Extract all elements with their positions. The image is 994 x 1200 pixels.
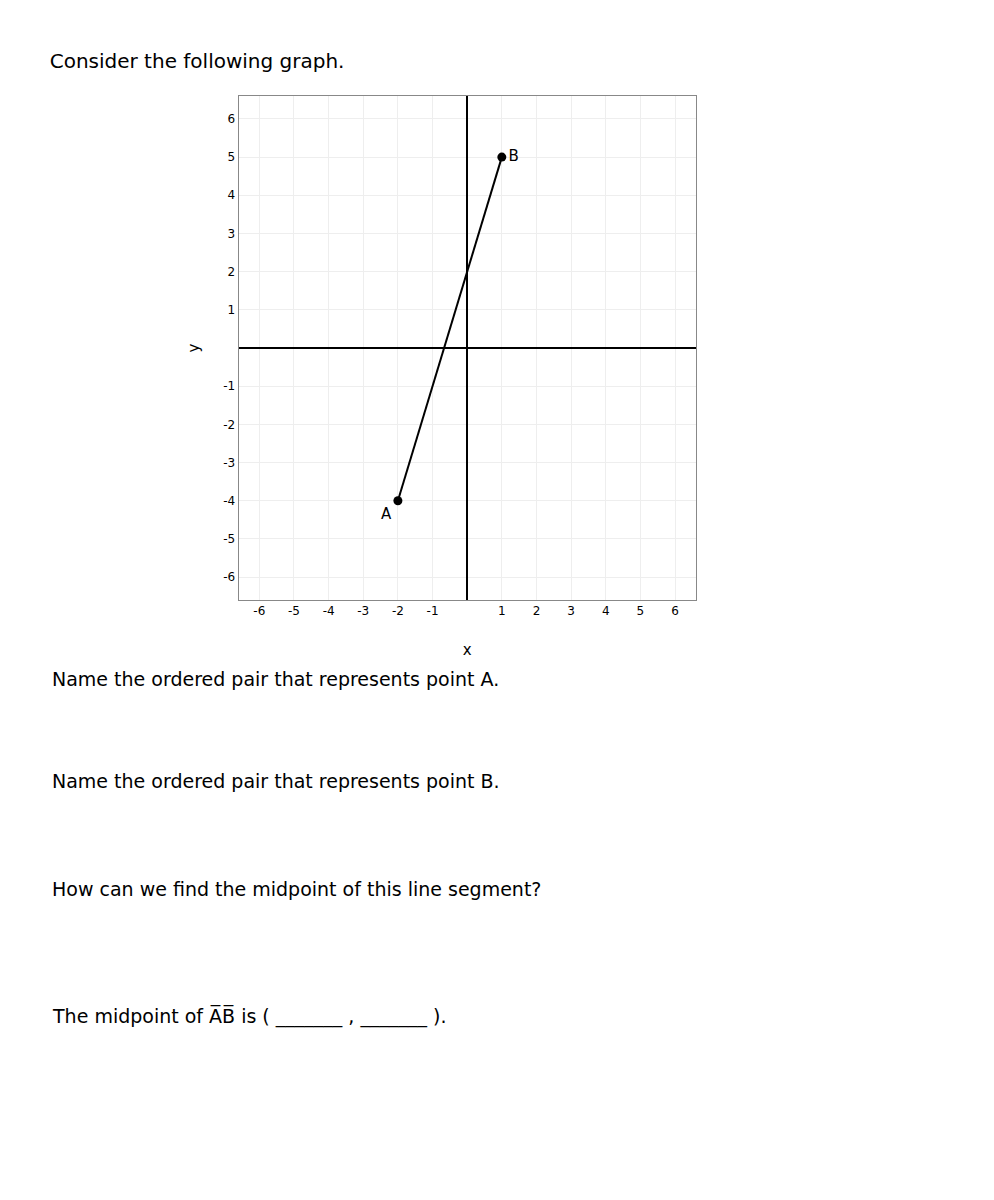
svg-text:y: y bbox=[185, 343, 203, 352]
svg-text:-2: -2 bbox=[223, 418, 235, 432]
svg-text:-3: -3 bbox=[357, 604, 369, 618]
svg-text:1: 1 bbox=[228, 303, 236, 317]
svg-text:5: 5 bbox=[228, 150, 236, 164]
svg-text:How can we find the midpoint o: How can we find the midpoint of this lin… bbox=[52, 878, 541, 900]
svg-text:The midpoint of A̅B̅ is ( ____: The midpoint of A̅B̅ is ( _______ , ____… bbox=[52, 1004, 446, 1028]
svg-text:-4: -4 bbox=[223, 494, 235, 508]
svg-text:Name the ordered pair that rep: Name the ordered pair that represents po… bbox=[52, 770, 500, 792]
svg-text:-5: -5 bbox=[223, 532, 235, 546]
svg-text:5: 5 bbox=[637, 604, 645, 618]
svg-text:3: 3 bbox=[228, 227, 236, 241]
svg-text:-3: -3 bbox=[223, 456, 235, 470]
svg-text:-1: -1 bbox=[427, 604, 439, 618]
svg-text:-6: -6 bbox=[223, 570, 235, 584]
svg-text:B: B bbox=[508, 147, 518, 165]
svg-text:3: 3 bbox=[567, 604, 575, 618]
svg-text:4: 4 bbox=[228, 188, 236, 202]
svg-text:x: x bbox=[463, 641, 472, 659]
svg-text:4: 4 bbox=[602, 604, 610, 618]
svg-text:2: 2 bbox=[228, 265, 236, 279]
svg-text:A: A bbox=[381, 505, 392, 523]
svg-text:-2: -2 bbox=[392, 604, 404, 618]
svg-text:1: 1 bbox=[498, 604, 506, 618]
svg-text:-1: -1 bbox=[223, 379, 235, 393]
svg-text:-6: -6 bbox=[253, 604, 265, 618]
svg-text:6: 6 bbox=[228, 112, 236, 126]
svg-text:-4: -4 bbox=[323, 604, 335, 618]
svg-text:Consider the following graph.: Consider the following graph. bbox=[50, 49, 345, 73]
svg-text:6: 6 bbox=[671, 604, 679, 618]
svg-text:Name the ordered pair that rep: Name the ordered pair that represents po… bbox=[52, 668, 499, 690]
svg-text:2: 2 bbox=[533, 604, 541, 618]
svg-text:-5: -5 bbox=[288, 604, 300, 618]
